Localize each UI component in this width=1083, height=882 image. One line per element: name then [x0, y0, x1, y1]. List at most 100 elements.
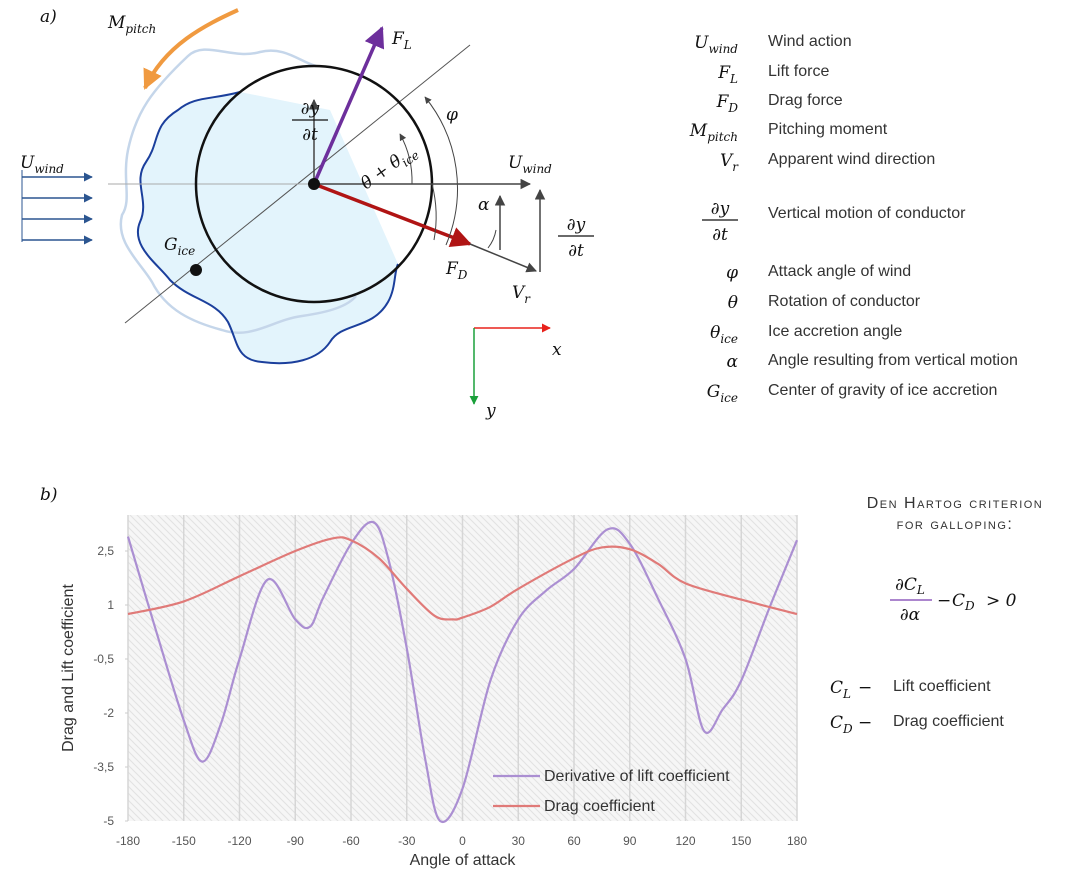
- math-label: FL: [391, 29, 412, 52]
- label-main: C: [830, 713, 843, 733]
- label-main: M: [689, 121, 708, 141]
- formula-part: D: [964, 599, 975, 613]
- def-dash: −: [858, 713, 872, 733]
- label-main: θ: [710, 323, 720, 343]
- formula-part: C: [952, 591, 965, 611]
- legend-text: Center of gravity of ice accretion: [768, 382, 997, 399]
- y-tick-label: -2: [103, 706, 114, 720]
- label-sub: wind: [708, 42, 738, 56]
- legend-text: Angle resulting from vertical motion: [768, 352, 1018, 369]
- math-label: FL: [717, 63, 738, 86]
- x-tick-label: -180: [116, 834, 140, 848]
- x-axis-label: Angle of attack: [410, 852, 517, 869]
- label-sub: L: [729, 72, 738, 86]
- formula-minus: −: [937, 591, 951, 611]
- math-label: FD: [716, 92, 739, 115]
- label-main: α: [727, 352, 739, 372]
- legend-label: Drag coefficient: [544, 798, 655, 815]
- ice-fill: [138, 92, 398, 363]
- center-dot: [308, 178, 320, 190]
- def-dash: −: [858, 678, 872, 698]
- y-tick-label: -5: [103, 814, 114, 828]
- math-label: Gice: [707, 382, 738, 405]
- math-label: Mpitch: [689, 121, 738, 144]
- label-main: α: [478, 195, 490, 215]
- y-axis-label: Drag and Lift coefficient: [60, 584, 77, 752]
- legend-text: Attack angle of wind: [768, 263, 911, 280]
- x-tick-label: 60: [567, 834, 581, 848]
- math-label: Vr: [512, 283, 531, 306]
- label-sub: L: [842, 687, 851, 701]
- label-main: M: [107, 13, 126, 33]
- criterion-title: for galloping:: [897, 516, 1014, 533]
- math-label: Uwind: [508, 153, 552, 176]
- formula-num: ∂CL: [895, 575, 925, 597]
- legend-text: Lift force: [768, 63, 829, 80]
- math-label: CL: [830, 678, 851, 701]
- x-tick-label: 30: [512, 834, 526, 848]
- formula-relation: > 0: [986, 591, 1017, 611]
- label-main: φ: [726, 263, 738, 283]
- math-label: φ: [446, 105, 458, 125]
- label-main: y: [485, 401, 496, 421]
- apparent-wind-arrow: [470, 244, 536, 271]
- math-label: θ: [728, 293, 738, 313]
- label-main: U: [508, 153, 523, 173]
- math-label: Uwind: [20, 153, 64, 176]
- fraction-denominator: ∂t: [302, 125, 318, 145]
- legend-text: Apparent wind direction: [768, 151, 935, 168]
- formula-part: ∂C: [895, 575, 917, 595]
- x-tick-label: 90: [623, 834, 637, 848]
- y-tick-label: -0,5: [93, 652, 114, 666]
- x-tick-label: -90: [287, 834, 305, 848]
- fraction-numerator: ∂y: [567, 215, 586, 235]
- math-label: α: [727, 352, 739, 372]
- label-sub: D: [457, 268, 468, 282]
- panel-label: a): [40, 7, 57, 27]
- formula-den: ∂α: [900, 605, 921, 625]
- gravity-dot: [190, 264, 202, 276]
- label-sub: D: [842, 722, 853, 736]
- figure: a) b) MpitchFL∂y∂tφθ + θiceUwindUwindα∂y…: [0, 0, 1083, 882]
- label-main: θ + θ: [357, 151, 406, 194]
- label-sub: wind: [34, 162, 64, 176]
- label-main: G: [164, 235, 178, 255]
- legend-text: Drag force: [768, 92, 843, 109]
- math-label: Vr: [720, 151, 739, 174]
- legend-text: Ice accretion angle: [768, 323, 902, 340]
- label-main: θ: [728, 293, 738, 313]
- label-sub: ice: [720, 391, 738, 405]
- y-tick-label: 2,5: [97, 544, 114, 558]
- y-tick-label: -3,5: [93, 760, 114, 774]
- math-label: x: [552, 340, 562, 360]
- label-sub: pitch: [125, 22, 156, 36]
- x-tick-label: -150: [172, 834, 196, 848]
- diagram: a): [22, 7, 550, 404]
- fraction-denominator: ∂t: [568, 241, 584, 261]
- fraction-numerator: ∂y: [711, 199, 730, 219]
- math-label: CD: [830, 713, 853, 736]
- alpha-arc: [488, 230, 496, 248]
- x-tick-label: 150: [731, 834, 751, 848]
- label-sub: ice: [178, 244, 196, 258]
- label-sub: D: [727, 101, 738, 115]
- label-sub: L: [403, 38, 412, 52]
- math-label: θ + θice: [357, 141, 422, 197]
- x-tick-label: 120: [675, 834, 695, 848]
- x-tick-label: -30: [398, 834, 416, 848]
- x-tick-label: 180: [787, 834, 807, 848]
- label-main: φ: [446, 105, 458, 125]
- math-label: Mpitch: [107, 13, 156, 36]
- label-main: C: [830, 678, 843, 698]
- legend-text: Vertical motion of conductor: [768, 205, 966, 222]
- legend-text: Wind action: [768, 33, 852, 50]
- def-text: Drag coefficient: [893, 713, 1004, 730]
- label-sub: r: [732, 160, 739, 174]
- x-tick-label: -60: [342, 834, 360, 848]
- x-tick-label: 0: [459, 834, 466, 848]
- panel-label: b): [40, 485, 58, 505]
- math-label: φ: [726, 263, 738, 283]
- y-tick-label: 1: [107, 598, 114, 612]
- label-sub: r: [524, 292, 531, 306]
- formula-term: CD: [952, 591, 975, 613]
